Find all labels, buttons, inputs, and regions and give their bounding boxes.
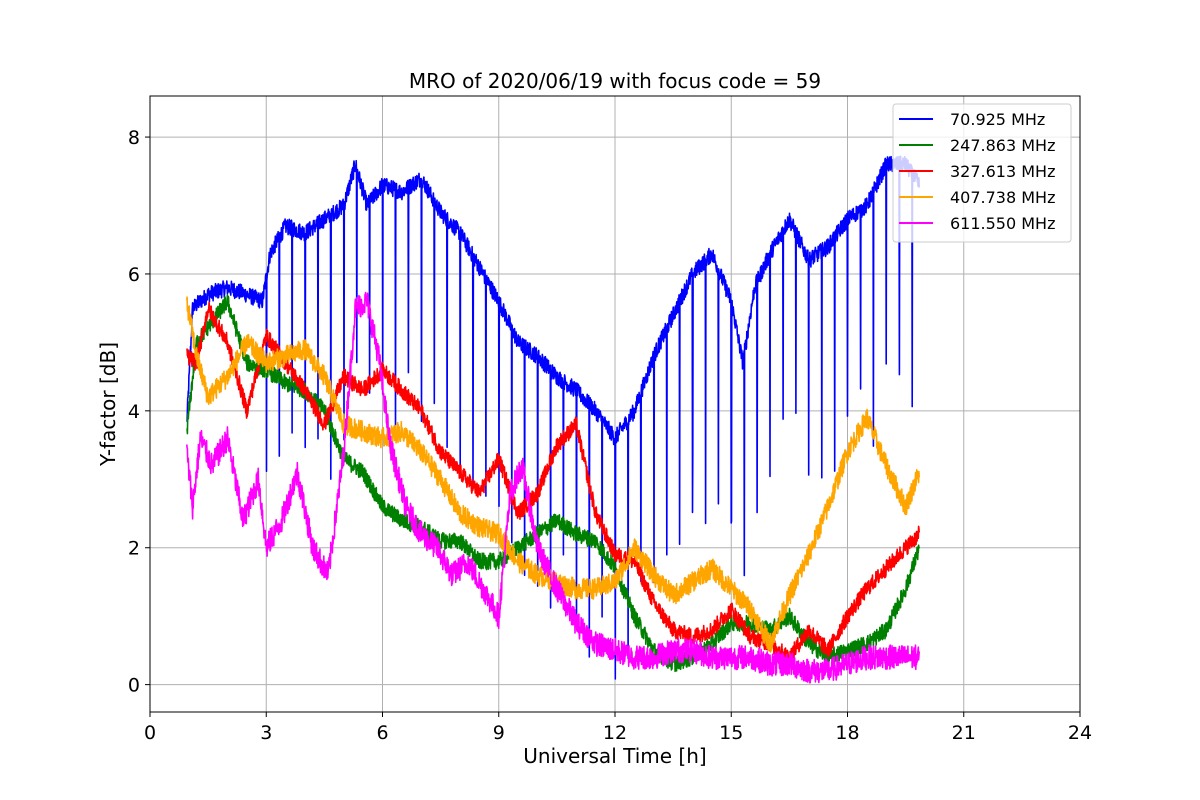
y-axis-label: Y-factor [dB] <box>96 342 120 467</box>
y-tick-label: 6 <box>128 264 140 286</box>
series-line-0 <box>186 155 920 680</box>
legend-label: 611.550 MHz <box>950 214 1055 233</box>
x-tick-label: 12 <box>603 722 627 744</box>
chart-title: MRO of 2020/06/19 with focus code = 59 <box>409 69 821 93</box>
y-tick-label: 4 <box>128 401 140 423</box>
x-tick-label: 18 <box>835 722 859 744</box>
legend-label: 247.863 MHz <box>950 136 1055 155</box>
x-tick-label: 9 <box>493 722 505 744</box>
series-line-4 <box>186 291 920 684</box>
x-tick-label: 24 <box>1068 722 1092 744</box>
x-axis-label: Universal Time [h] <box>523 744 706 768</box>
legend-label: 327.613 MHz <box>950 162 1055 181</box>
x-tick-label: 3 <box>260 722 272 744</box>
x-tick-label: 21 <box>952 722 976 744</box>
y-tick-label: 2 <box>128 538 140 560</box>
x-tick-label: 6 <box>376 722 388 744</box>
legend-label: 70.925 MHz <box>950 110 1045 129</box>
legend: 70.925 MHz 247.863 MHz 327.613 MHz 407.738 … <box>892 103 1072 243</box>
series-group <box>186 155 920 684</box>
x-tick-label: 15 <box>719 722 743 744</box>
x-tick-label: 0 <box>144 722 156 744</box>
legend-box <box>892 103 1072 243</box>
y-tick-label: 0 <box>128 675 140 697</box>
legend-label: 407.738 MHz <box>950 188 1055 207</box>
y-tick-label: 8 <box>128 127 140 149</box>
series-line-2 <box>186 301 920 666</box>
